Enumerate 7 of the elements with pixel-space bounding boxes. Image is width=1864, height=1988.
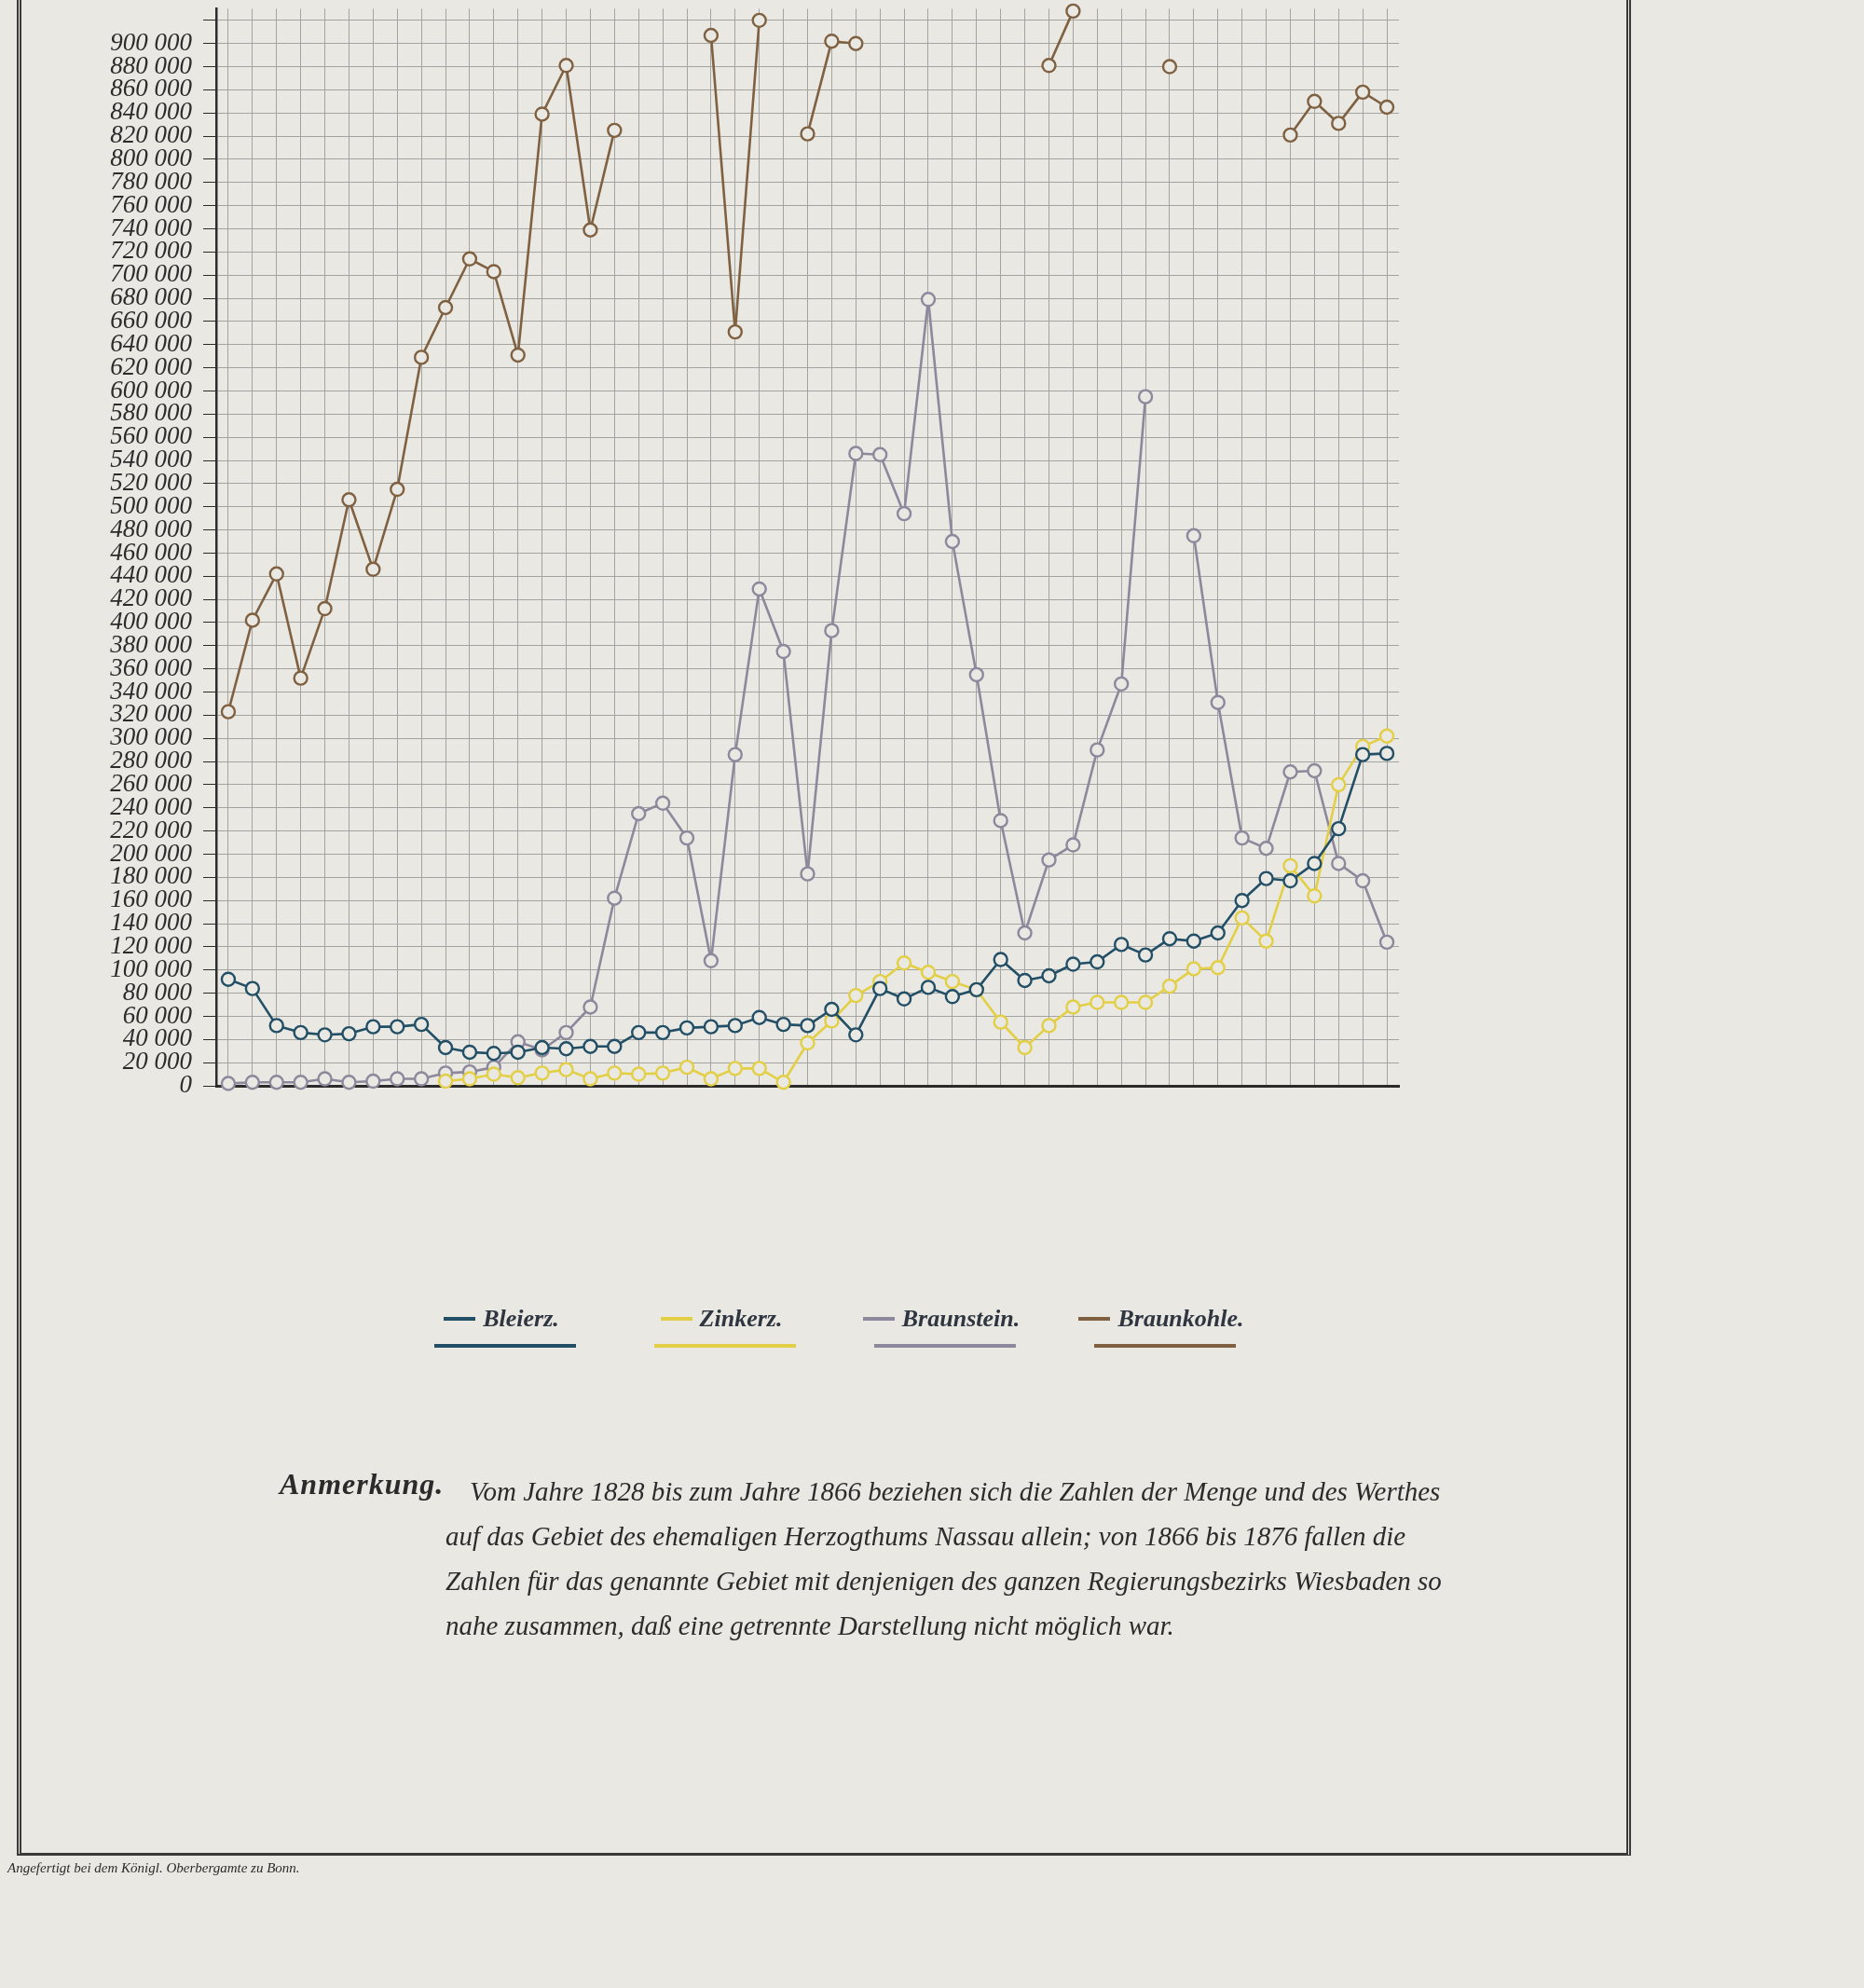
text: Angefertigt bei dem Königl. Oberbergamte zu Bonn. bbox=[7, 1860, 300, 1876]
legend-label: Zinkerz. bbox=[699, 1305, 783, 1333]
legend-label: Bleierz. bbox=[483, 1305, 559, 1333]
text: Vom Jahre 1828 bis zum Jahre 1866 beziehen sich die Zahlen der Menge und des Werthes auf das Gebiet des ehemaligen Herzogthums Nassau allein; von 1866 bis 1876 fallen die Zahlen für das genannte Gebiet mit denjenigen des ganzen Regierungsbezirks Wiesbaden so nahe zusammen, daß eine getrennte Darstellung nicht möglich war. bbox=[445, 1475, 1443, 1642]
text: Anmerkung. bbox=[280, 1467, 445, 1501]
legend-label: Braunkohle. bbox=[1117, 1305, 1244, 1333]
legend-label: Braunstein. bbox=[901, 1305, 1021, 1333]
